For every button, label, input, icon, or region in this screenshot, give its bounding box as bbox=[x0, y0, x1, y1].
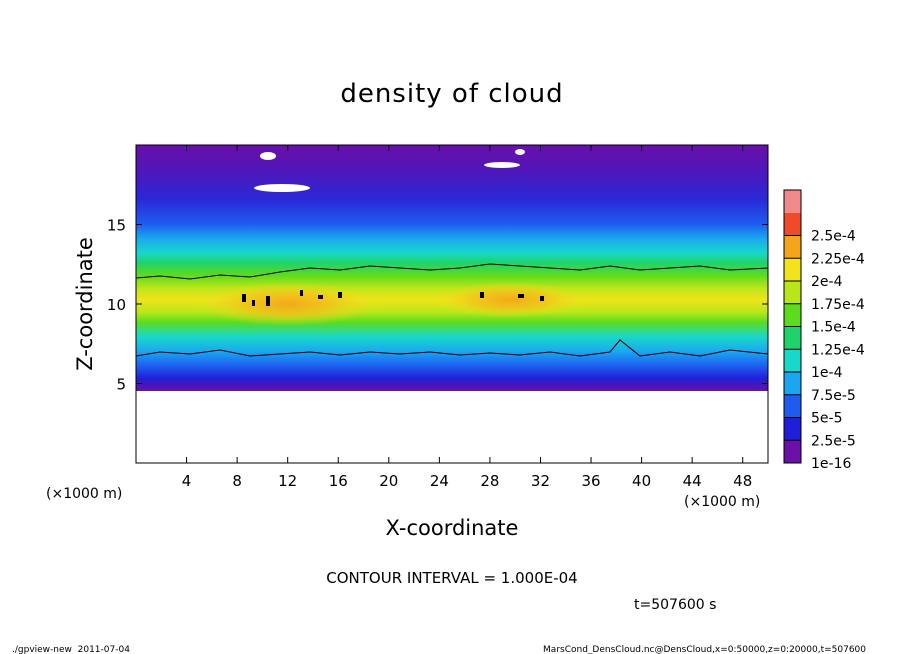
y-tick-label: 15 bbox=[107, 217, 126, 235]
colorbar-label: 1.5e-4 bbox=[811, 320, 856, 336]
contour-peak-marks bbox=[242, 290, 544, 306]
colorbar-label: 2.5e-4 bbox=[811, 229, 856, 245]
y-tick-label: 5 bbox=[116, 376, 126, 394]
colorbar-label: 5e-5 bbox=[811, 411, 842, 427]
x-unit-left: (×1000 m) bbox=[46, 486, 122, 502]
y-tick-label: 10 bbox=[107, 296, 126, 314]
x-tick-label: 12 bbox=[278, 472, 297, 490]
x-unit-right: (×1000 m) bbox=[684, 494, 760, 510]
footer-right: MarsCond_DensCloud.nc@DensCloud,x=0:5000… bbox=[543, 645, 866, 654]
x-axis-ticks: 4 8 12 16 20 24 28 32 36 40 44 48 bbox=[182, 145, 752, 490]
colorbar-label: 2e-4 bbox=[811, 274, 843, 290]
colorbar-label: 2.25e-4 bbox=[811, 251, 865, 267]
colorbar-swatch bbox=[784, 212, 801, 236]
time-stamp: t=507600 s bbox=[634, 597, 716, 613]
x-tick-label: 4 bbox=[182, 472, 192, 490]
colorbar-swatch bbox=[784, 235, 801, 259]
colorbar: 1e-16 2.5e-5 5e-5 7.5e-5 1e-4 1.25e-4 1.5e-4 1.… bbox=[783, 189, 865, 472]
colorbar-label: 1.75e-4 bbox=[811, 297, 865, 313]
x-tick-label: 48 bbox=[733, 472, 752, 490]
y-axis-label: Z-coordinate bbox=[73, 237, 97, 371]
x-tick-label: 32 bbox=[531, 472, 550, 490]
x-tick-label: 8 bbox=[232, 472, 242, 490]
colorbar-label: 1.25e-4 bbox=[811, 342, 865, 358]
colorbar-label: 2.5e-5 bbox=[811, 433, 856, 449]
colorbar-swatch bbox=[784, 417, 801, 441]
footer-left: ./gpview-new 2011-07-04 bbox=[12, 645, 130, 654]
contour-lower bbox=[135, 339, 769, 357]
chart-title: density of cloud bbox=[340, 79, 563, 109]
colorbar-label: 1e-4 bbox=[811, 365, 843, 381]
colorbar-swatch bbox=[784, 440, 801, 463]
contour-upper bbox=[135, 263, 769, 280]
x-tick-label: 16 bbox=[329, 472, 348, 490]
colorbar-swatch bbox=[784, 326, 801, 350]
density-peak-right bbox=[435, 282, 585, 318]
x-axis-label: X-coordinate bbox=[386, 516, 519, 540]
x-tick-label: 24 bbox=[430, 472, 449, 490]
colorbar-label: 1e-16 bbox=[811, 456, 851, 472]
colorbar-swatch bbox=[784, 349, 801, 372]
density-peak-left bbox=[198, 282, 378, 326]
x-tick-label: 28 bbox=[480, 472, 499, 490]
cloud-gaps bbox=[254, 149, 525, 192]
colorbar-swatch bbox=[784, 190, 801, 213]
colorbar-swatch bbox=[784, 394, 801, 418]
x-tick-label: 44 bbox=[683, 472, 702, 490]
x-tick-label: 20 bbox=[379, 472, 398, 490]
colorbar-swatch bbox=[784, 303, 801, 327]
colorbar-swatch bbox=[784, 372, 801, 395]
contour-interval-note: CONTOUR INTERVAL = 1.000E-04 bbox=[326, 569, 577, 587]
x-tick-label: 40 bbox=[632, 472, 651, 490]
colorbar-swatch bbox=[784, 258, 801, 281]
y-axis-ticks: 5 10 15 bbox=[107, 217, 768, 394]
x-tick-label: 36 bbox=[581, 472, 600, 490]
colorbar-swatch bbox=[784, 281, 801, 304]
colorbar-label: 7.5e-5 bbox=[811, 388, 856, 404]
